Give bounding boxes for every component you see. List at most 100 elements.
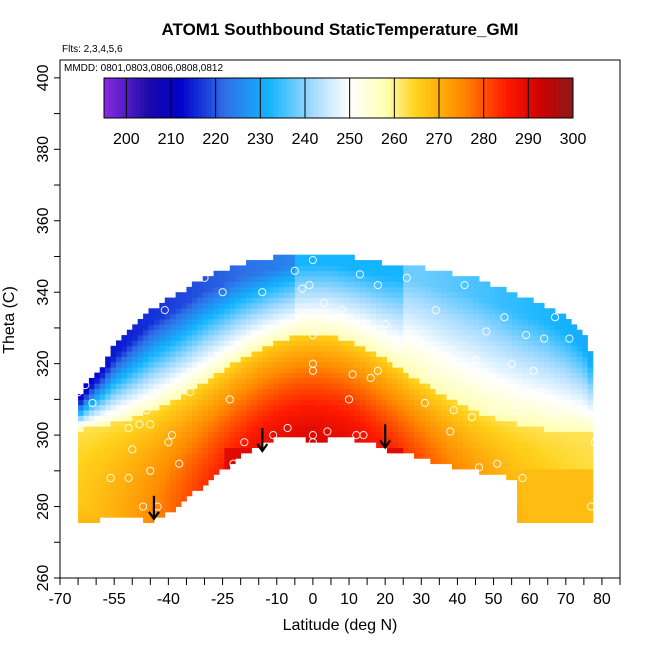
heat-cell xyxy=(511,410,518,416)
heat-cell xyxy=(381,302,388,309)
heat-cell xyxy=(321,324,328,331)
heat-cell xyxy=(191,469,198,475)
heat-cell xyxy=(273,367,279,373)
heat-cell xyxy=(208,329,214,336)
heat-cell xyxy=(181,426,187,432)
heat-cell xyxy=(110,377,117,384)
heat-cell xyxy=(273,410,279,416)
heat-cell xyxy=(321,276,328,282)
heat-cell xyxy=(338,329,345,336)
heat-cell xyxy=(284,292,290,298)
heat-cell xyxy=(202,324,209,331)
heat-cell xyxy=(251,345,258,352)
heat-cell xyxy=(489,383,496,390)
heat-cell xyxy=(181,431,187,438)
heat-cell xyxy=(381,270,388,277)
heat-cell xyxy=(110,351,117,357)
heat-cell xyxy=(143,394,149,400)
heat-cell xyxy=(311,367,317,373)
heat-cell xyxy=(159,463,166,470)
heat-cell xyxy=(256,265,263,272)
heat-cell xyxy=(218,420,225,427)
heat-cell xyxy=(430,281,437,288)
heat-cell xyxy=(132,431,139,438)
heat-cell xyxy=(208,361,214,368)
heat-cell xyxy=(527,335,534,341)
heat-cell xyxy=(175,308,182,315)
heat-cell xyxy=(132,463,139,470)
heat-cell xyxy=(137,335,144,341)
heat-cell xyxy=(153,345,160,352)
heat-cell xyxy=(408,265,415,272)
heat-cell xyxy=(181,485,187,491)
heat-cell xyxy=(202,351,209,357)
heat-cell xyxy=(321,302,328,309)
heat-cell xyxy=(386,383,393,390)
sample-point xyxy=(348,370,357,379)
heat-cell xyxy=(321,394,328,400)
heat-cell xyxy=(376,426,382,432)
heat-cell xyxy=(354,431,361,438)
heat-cell xyxy=(148,361,155,368)
heat-cell xyxy=(408,372,415,379)
heat-cell xyxy=(267,436,274,443)
heat-cell xyxy=(251,420,258,427)
heat-cell xyxy=(105,469,111,475)
heat-cell xyxy=(181,292,187,298)
heat-cell xyxy=(273,297,279,304)
heat-cell xyxy=(284,265,290,272)
heat-cell xyxy=(235,420,242,427)
heat-cell xyxy=(392,436,399,443)
heat-cell xyxy=(218,340,225,347)
heat-cell xyxy=(294,383,301,390)
heat-cell xyxy=(554,431,561,438)
heat-cell xyxy=(99,388,106,395)
heat-cell xyxy=(321,260,328,266)
heat-cell xyxy=(338,410,345,416)
heat-cell xyxy=(153,452,160,459)
heat-cell xyxy=(386,286,393,293)
heat-cell xyxy=(267,404,274,411)
heat-cell xyxy=(560,506,567,513)
heat-cell xyxy=(527,404,534,411)
heat-cell xyxy=(441,367,447,373)
heat-cell xyxy=(311,286,317,293)
heat-cell xyxy=(544,506,550,513)
heat-cell xyxy=(284,367,290,373)
heat-cell xyxy=(549,420,556,427)
heat-cell xyxy=(153,377,160,384)
heat-cell xyxy=(94,377,101,384)
heat-cell xyxy=(186,286,193,293)
sample-point xyxy=(373,366,382,375)
heat-cell xyxy=(94,458,101,465)
heat-cell xyxy=(316,415,323,422)
heat-cell xyxy=(511,426,518,432)
heat-cell xyxy=(83,527,90,534)
heat-cell xyxy=(105,442,111,449)
heat-cell xyxy=(522,329,529,336)
heat-cell xyxy=(186,452,193,459)
heat-cell xyxy=(208,351,214,357)
heat-cell xyxy=(435,431,442,438)
heat-cell xyxy=(538,511,545,518)
heat-cell xyxy=(392,281,399,288)
heat-cell xyxy=(164,474,171,481)
heat-cell xyxy=(224,372,231,379)
heat-cell xyxy=(522,442,529,449)
heat-cell xyxy=(533,351,540,357)
heat-cell xyxy=(289,324,296,331)
heat-cell xyxy=(484,388,491,395)
heat-cell xyxy=(397,388,404,395)
heat-cell xyxy=(506,399,513,406)
heat-cell xyxy=(435,302,442,309)
heat-cell xyxy=(435,308,442,315)
heat-cell xyxy=(473,292,480,298)
heat-cell xyxy=(571,511,578,518)
heat-cell xyxy=(332,410,339,416)
heat-cell xyxy=(197,436,204,443)
heat-cell xyxy=(549,485,556,491)
heat-cell xyxy=(370,281,377,288)
heat-cell xyxy=(121,367,128,373)
heat-cell xyxy=(376,394,382,400)
heat-cell xyxy=(571,377,578,384)
